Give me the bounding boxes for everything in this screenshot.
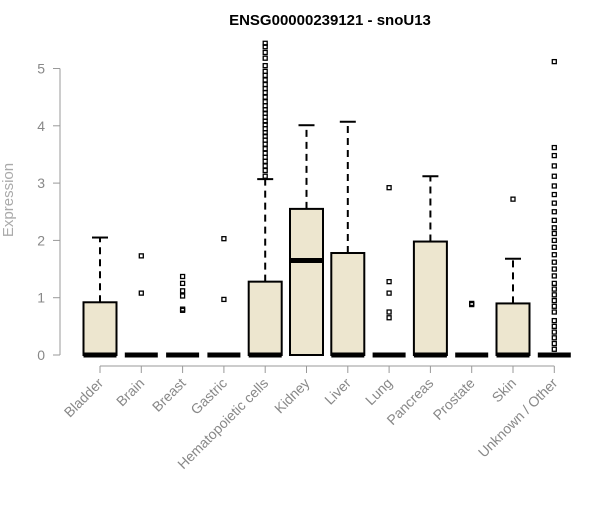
outlier-point [551,230,557,237]
outlier-point [551,286,557,292]
outlier-point [262,150,268,156]
box-group [247,40,283,358]
outlier-point [551,225,557,231]
outlier-point [262,77,268,83]
outlier-point [262,163,268,169]
outlier-point [551,335,557,341]
x-tick-label: Liver [321,375,354,408]
x-tick-label: Skin [489,375,520,406]
outlier-point [551,58,557,65]
outlier-point [262,68,268,75]
box [82,301,118,356]
outlier-point [551,200,557,206]
outlier-point [262,55,268,61]
y-tick-label: 3 [37,175,45,191]
outlier-point [262,81,268,88]
box-group [82,236,118,358]
outlier-point [386,279,392,285]
outlier-point [551,217,557,223]
outlier-point [551,297,557,304]
outlier-point [262,94,268,100]
outlier-point [551,280,557,287]
outlier-point [551,237,557,244]
box [289,207,324,356]
outlier-point [551,266,557,272]
outlier-point [551,209,557,215]
outlier-point [262,167,268,174]
outlier-point [551,152,557,159]
outlier-point [262,173,268,179]
box [412,240,448,357]
box-group [166,273,200,358]
outlier-point [551,317,557,324]
outlier-point [551,323,557,330]
box-group [495,196,531,358]
outlier-point [221,296,227,303]
outlier-point [179,280,186,287]
y-axis: 0 1 2 3 4 5 [37,61,61,363]
outlier-point [179,288,186,294]
y-tick-label: 1 [37,290,45,306]
outlier-point [510,196,516,202]
chart-title: ENSG00000239121 - snoU13 [229,12,431,29]
outlier-point [551,144,557,151]
box [330,252,366,356]
x-tick-label: Breast [149,375,189,415]
outlier-point [262,49,268,56]
outlier-point [262,62,268,69]
outlier-point [551,183,557,189]
outlier-point [551,273,557,279]
outlier-point [262,146,268,152]
box-group [412,175,448,358]
outlier-point [551,163,557,169]
outlier-point [221,236,227,242]
box-group [330,120,366,358]
outlier-point [179,293,186,299]
x-tick-label: Brain [113,375,147,409]
box-group [289,124,324,356]
x-tick-label: Lung [362,375,395,408]
plot-area [82,40,571,358]
box [247,280,283,357]
x-tick-label: Kidney [271,375,313,417]
x-tick-label: Bladder [61,375,107,421]
y-tick-label: 4 [37,118,45,134]
box-group [537,58,571,358]
outlier-point [469,300,475,307]
outlier-point [551,252,557,258]
outlier-point [551,340,557,347]
outlier-point [551,259,557,265]
outlier-point [551,173,557,179]
outlier-point [386,309,392,315]
y-tick-label: 5 [37,61,45,77]
outlier-point [551,309,557,315]
y-tick-label: 0 [37,347,45,363]
outlier-point [262,99,268,105]
outlier-point [386,185,392,191]
outlier-point [386,290,392,296]
box-group [372,185,406,358]
box [495,302,531,356]
outlier-point [551,191,557,198]
y-axis-title: Expression [0,163,17,237]
x-tick-label: Prostate [430,375,478,423]
outlier-point [138,290,144,296]
outlier-point [551,329,557,335]
outlier-point [262,40,268,46]
outlier-point [551,303,557,309]
outlier-point [138,253,144,259]
box-group [455,300,489,358]
outlier-point [551,244,557,250]
box-group [124,253,158,358]
outlier-point [386,315,392,321]
box-group [207,236,241,358]
outlier-point [179,306,186,312]
outlier-point [179,273,186,280]
outlier-point [551,292,557,298]
outlier-point [551,346,557,352]
y-tick-label: 2 [37,232,45,248]
